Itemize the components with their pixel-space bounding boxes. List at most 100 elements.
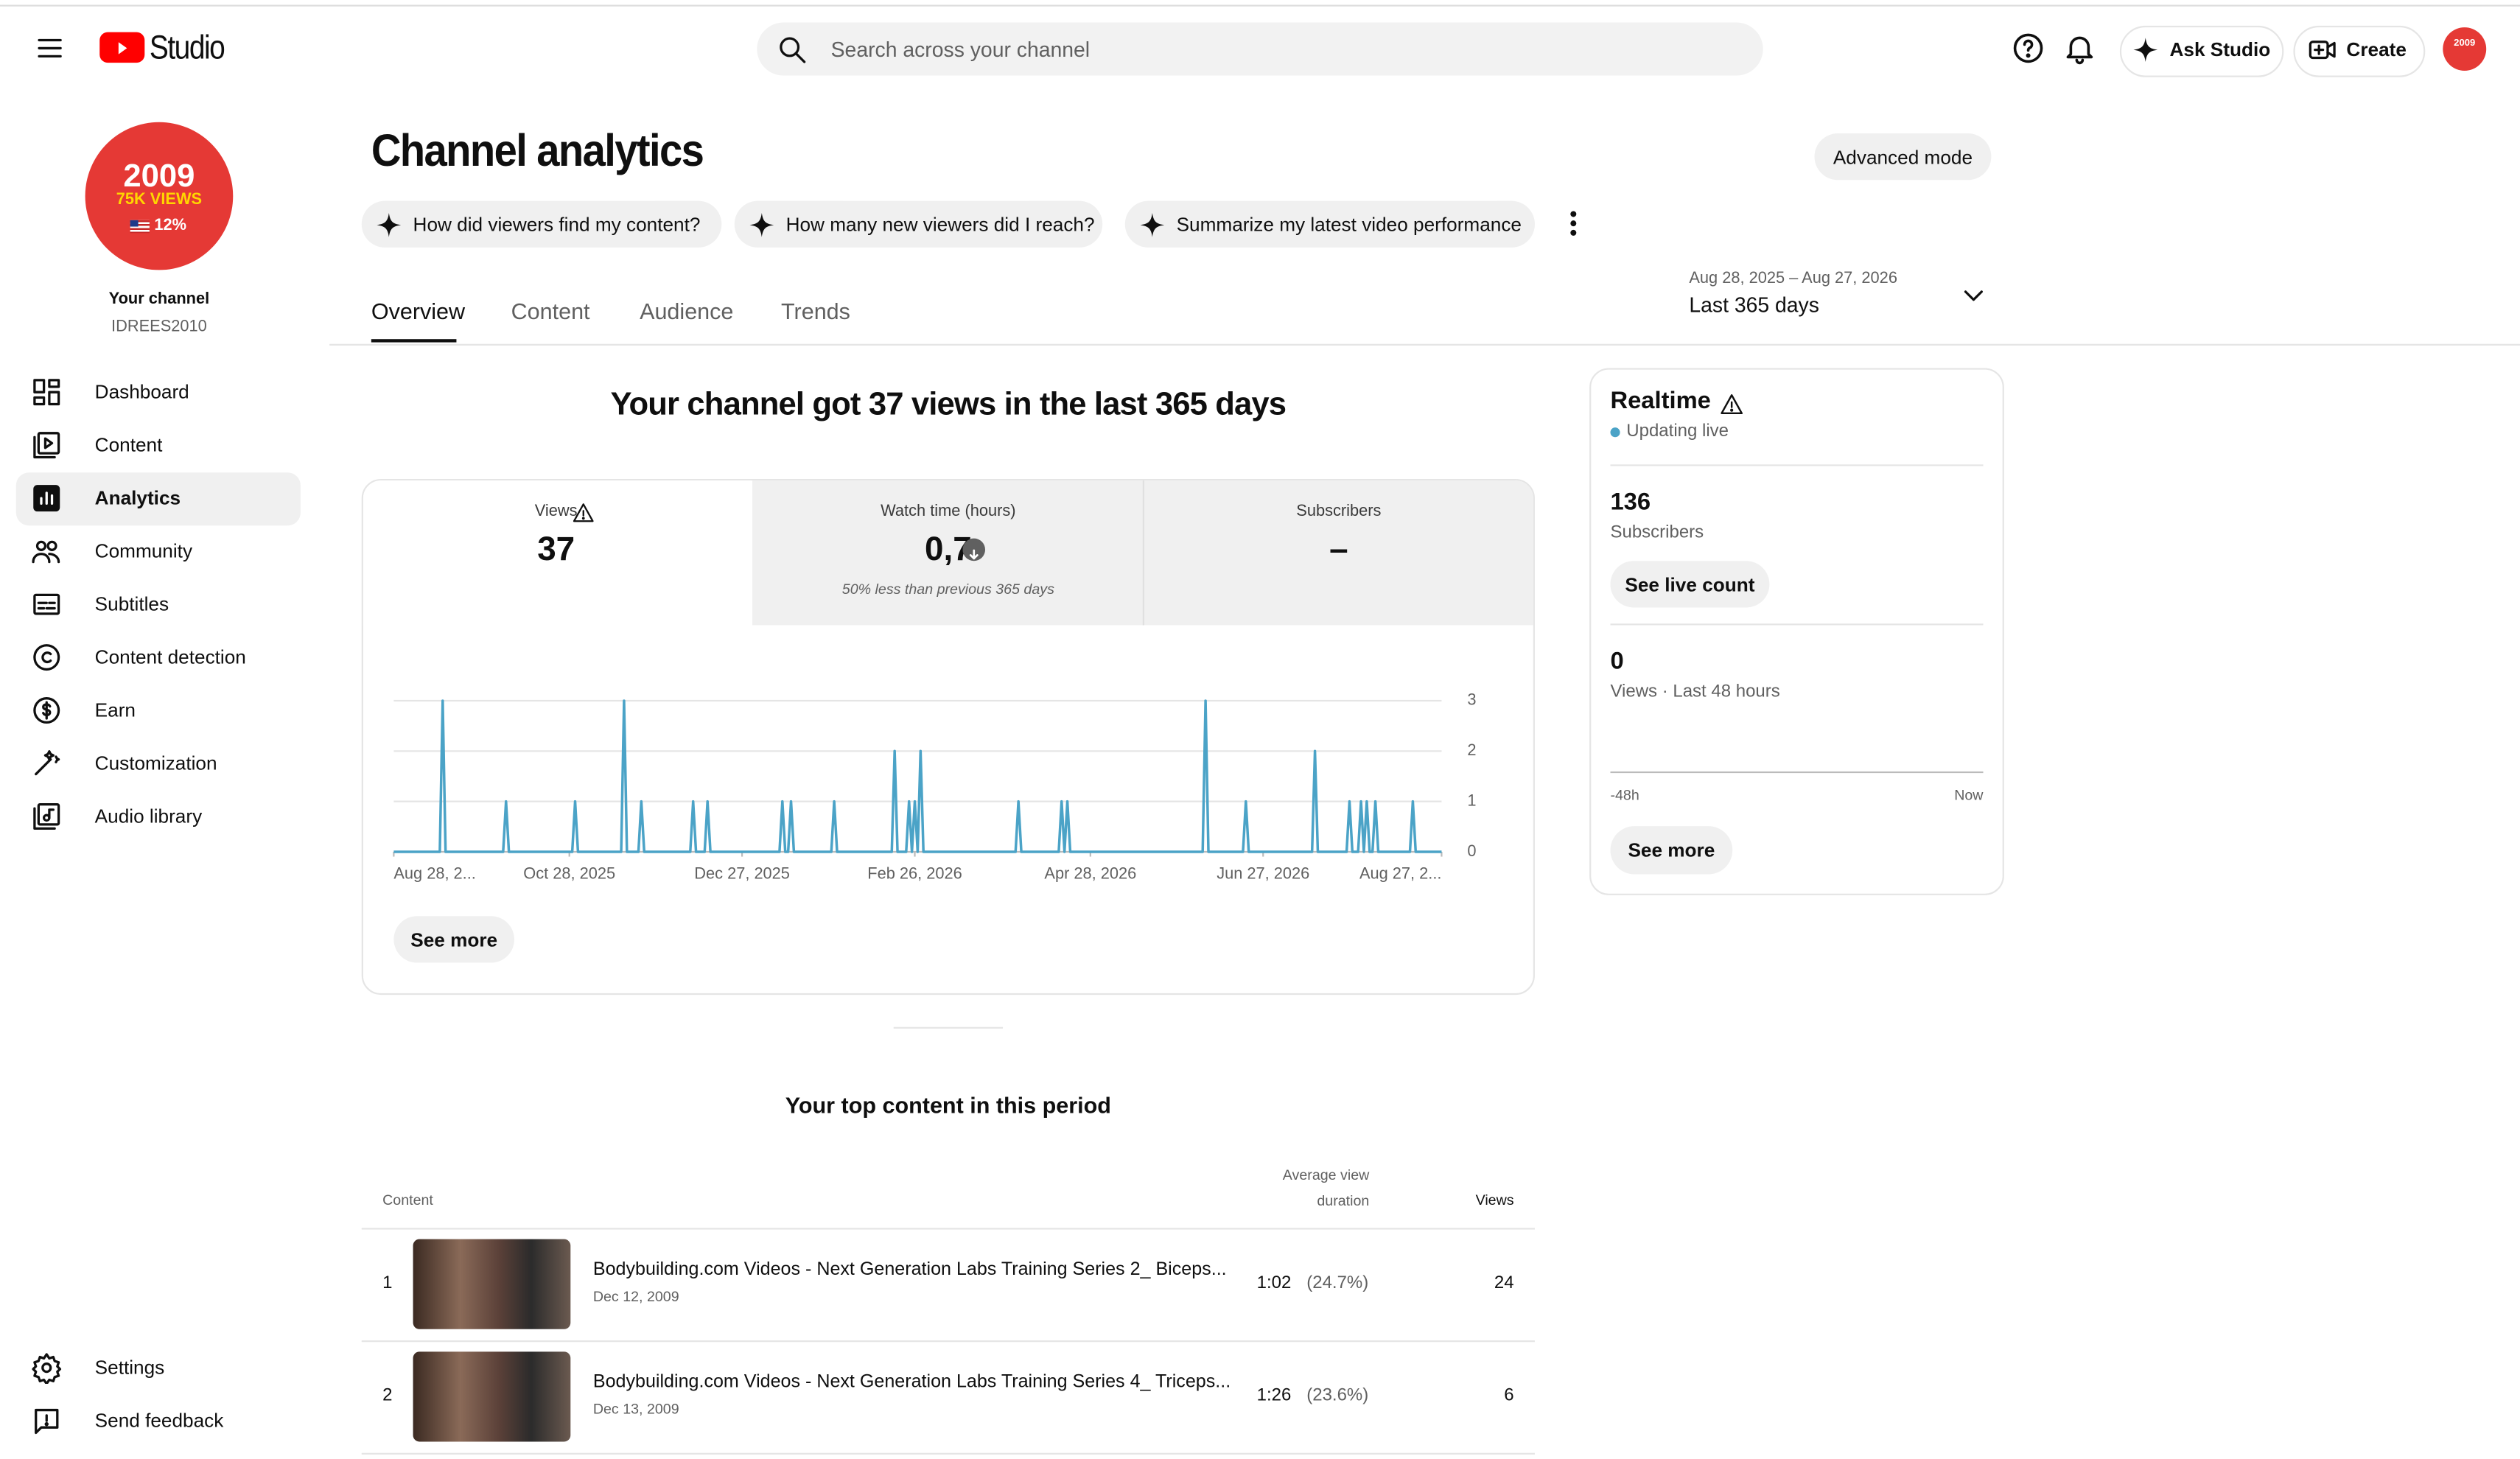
- nav-item[interactable]: Content detection: [94, 645, 246, 668]
- icon-shape: [33, 379, 60, 406]
- row-title[interactable]: Bodybuilding.com Videos - Next Generatio…: [592, 1372, 1231, 1393]
- icon-shape: [40, 491, 54, 505]
- date-range-dates: Aug 28, 2025 – Aug 27, 2026: [1689, 270, 1897, 288]
- icon-shape: [33, 593, 60, 615]
- row-date: Dec 13, 2009: [592, 1401, 679, 1417]
- realtime-views: 0: [1610, 647, 1624, 676]
- prompt-icon: [374, 210, 403, 239]
- footer-nav-item[interactable]: Settings: [94, 1356, 165, 1379]
- create-button[interactable]: [2293, 25, 2426, 77]
- views-warning-icon: [572, 502, 595, 525]
- more-button[interactable]: [1558, 207, 1590, 239]
- account-avatar[interactable]: [2443, 27, 2487, 71]
- see-live-count-button[interactable]: See live count: [1610, 561, 1770, 608]
- tab[interactable]: Audience: [640, 298, 734, 324]
- icon-shape: [42, 701, 52, 720]
- icon-shape: [33, 697, 60, 724]
- tab[interactable]: Content: [511, 298, 590, 324]
- row-divider: [361, 1340, 1535, 1343]
- nav-item[interactable]: Earn: [94, 699, 136, 721]
- tab[interactable]: Overview: [371, 298, 466, 324]
- icon-shape: [118, 41, 127, 54]
- row-title[interactable]: Bodybuilding.com Videos - Next Generatio…: [592, 1260, 1227, 1280]
- icon-shape: [2326, 41, 2336, 58]
- footer-nav-item[interactable]: Send feedback: [94, 1409, 224, 1432]
- logo-play: [108, 33, 136, 62]
- icon-shape: [35, 1408, 59, 1435]
- nav-item[interactable]: Audio library: [94, 805, 203, 828]
- avatar-line-1: 2009: [123, 158, 195, 195]
- search-box[interactable]: [757, 22, 1763, 76]
- tab[interactable]: Trends: [781, 298, 850, 324]
- overview-headline: Your channel got 37 views in the last 36…: [610, 387, 1287, 423]
- icon-shape: [41, 651, 52, 664]
- top-content-title: Your top content in this period: [785, 1092, 1111, 1119]
- row-thumbnail[interactable]: [413, 1351, 571, 1442]
- date-range-dropdown[interactable]: [1958, 280, 1990, 312]
- nav-icon: [30, 694, 63, 727]
- realtime-views-label: Views · Last 48 hours: [1610, 682, 1780, 701]
- see-more-button[interactable]: See more: [393, 916, 514, 963]
- realtime-divider: [1610, 464, 1984, 466]
- channel-name: IDREES2010: [111, 318, 207, 336]
- icon-shape: [38, 38, 62, 57]
- icon-shape: [1964, 290, 1983, 301]
- tab-underline: [371, 339, 457, 343]
- prompt-label: Summarize my latest video performance: [1176, 212, 1522, 236]
- row-percent: (23.6%): [1306, 1386, 1369, 1406]
- menu-button[interactable]: [34, 32, 66, 65]
- icon-shape: [33, 379, 46, 393]
- realtime-see-more-button[interactable]: See more: [1610, 826, 1733, 875]
- icon-shape: [795, 52, 806, 63]
- help-button[interactable]: [2011, 30, 2046, 66]
- nav-item[interactable]: Analytics: [94, 486, 181, 509]
- nav-item[interactable]: Customization: [94, 752, 217, 774]
- row-date: Dec 12, 2009: [592, 1288, 679, 1305]
- prompt-chip[interactable]: [1124, 200, 1535, 248]
- notifications-button[interactable]: [2062, 30, 2097, 66]
- metric-divider: [1142, 480, 1144, 626]
- row-thumbnail[interactable]: [413, 1239, 571, 1329]
- footer-nav-icon: [30, 1404, 63, 1437]
- row-percent: (24.7%): [1306, 1273, 1369, 1293]
- nav-active-background: [15, 472, 301, 526]
- nav-item[interactable]: Subtitles: [94, 592, 169, 615]
- realtime-warning-icon: [1719, 391, 1743, 416]
- icon-shape: [969, 549, 979, 560]
- ask-studio-button[interactable]: [2119, 25, 2284, 77]
- icon-shape: [35, 750, 60, 776]
- row-duration: 1:02: [1256, 1273, 1292, 1293]
- icon-shape: [32, 540, 60, 564]
- metric-value: –: [1329, 531, 1348, 568]
- icon-shape: [35, 540, 47, 551]
- prompt-chip[interactable]: [734, 200, 1103, 248]
- icon-shape: [573, 503, 594, 522]
- realtime-axis-end: Now: [1954, 786, 1984, 803]
- metric-tab-active[interactable]: [363, 480, 752, 626]
- nav-item[interactable]: Dashboard: [94, 380, 189, 404]
- icon-shape: [749, 211, 774, 237]
- metric-tab-inactive[interactable]: [752, 480, 1533, 626]
- ask-studio-label: Ask Studio: [2169, 38, 2271, 61]
- footer-nav-icon: [30, 1351, 63, 1385]
- prompt-label: How did viewers find my content?: [413, 212, 701, 236]
- y-tick-label: 3: [1467, 690, 1476, 709]
- icon-shape: [969, 549, 979, 560]
- icon-shape: [2013, 33, 2043, 63]
- realtime-status: Updating live: [1626, 421, 1729, 441]
- prompt-chip[interactable]: [361, 200, 722, 248]
- icon-shape: [1570, 229, 1577, 236]
- x-tick-label: Apr 28, 2026: [1044, 864, 1136, 882]
- nav-item[interactable]: Community: [94, 539, 193, 562]
- date-range-label[interactable]: Last 365 days: [1689, 293, 1819, 318]
- prompt-icon: [747, 210, 776, 239]
- nav-icon: [30, 376, 63, 408]
- icon-shape: [1140, 211, 1165, 237]
- advanced-mode-button[interactable]: Advanced mode: [1814, 133, 1992, 181]
- prompt-label: How many new viewers did I reach?: [785, 212, 1095, 236]
- realtime-subscribers: 136: [1610, 489, 1651, 517]
- nav-icon: [30, 535, 63, 567]
- nav-item[interactable]: Content: [94, 433, 163, 457]
